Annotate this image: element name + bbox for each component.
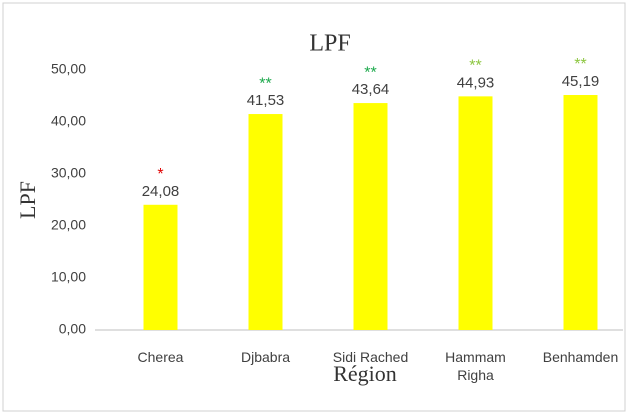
frame	[2, 2, 626, 412]
y-tick-label: 20,00	[51, 217, 86, 233]
y-tick-label: 40,00	[51, 113, 86, 129]
significance-mark: **	[259, 75, 271, 92]
significance-mark: **	[469, 58, 481, 75]
data-label: 41,53	[247, 92, 285, 109]
x-axis-label: Région	[333, 361, 397, 386]
significance-mark: **	[364, 64, 376, 81]
data-label: 24,08	[142, 183, 180, 200]
bar	[248, 114, 283, 330]
significance-mark: **	[574, 56, 586, 73]
data-label: 45,19	[562, 73, 600, 90]
y-tick-label: 50,00	[51, 61, 86, 77]
x-tick-label: Benhamden	[542, 349, 619, 365]
x-tick-label: Hammam Righa	[445, 349, 506, 383]
x-tick-label: Sidi Rached	[332, 349, 409, 365]
bar	[563, 95, 598, 331]
data-label: 43,64	[352, 81, 390, 98]
significance-mark: *	[157, 166, 163, 183]
x-tick-label: Djbabra	[240, 349, 291, 365]
bar	[458, 96, 493, 330]
y-axis-label: LPF	[15, 181, 40, 219]
x-tick-label: Cherea	[137, 349, 184, 365]
bar	[353, 103, 388, 331]
bar	[143, 204, 178, 330]
y-tick-label: 10,00	[51, 269, 86, 285]
y-tick-label: 30,00	[51, 165, 86, 181]
data-label: 44,93	[457, 74, 495, 91]
chart-title: LPF	[309, 31, 350, 57]
y-tick-label: 0,00	[59, 321, 86, 337]
